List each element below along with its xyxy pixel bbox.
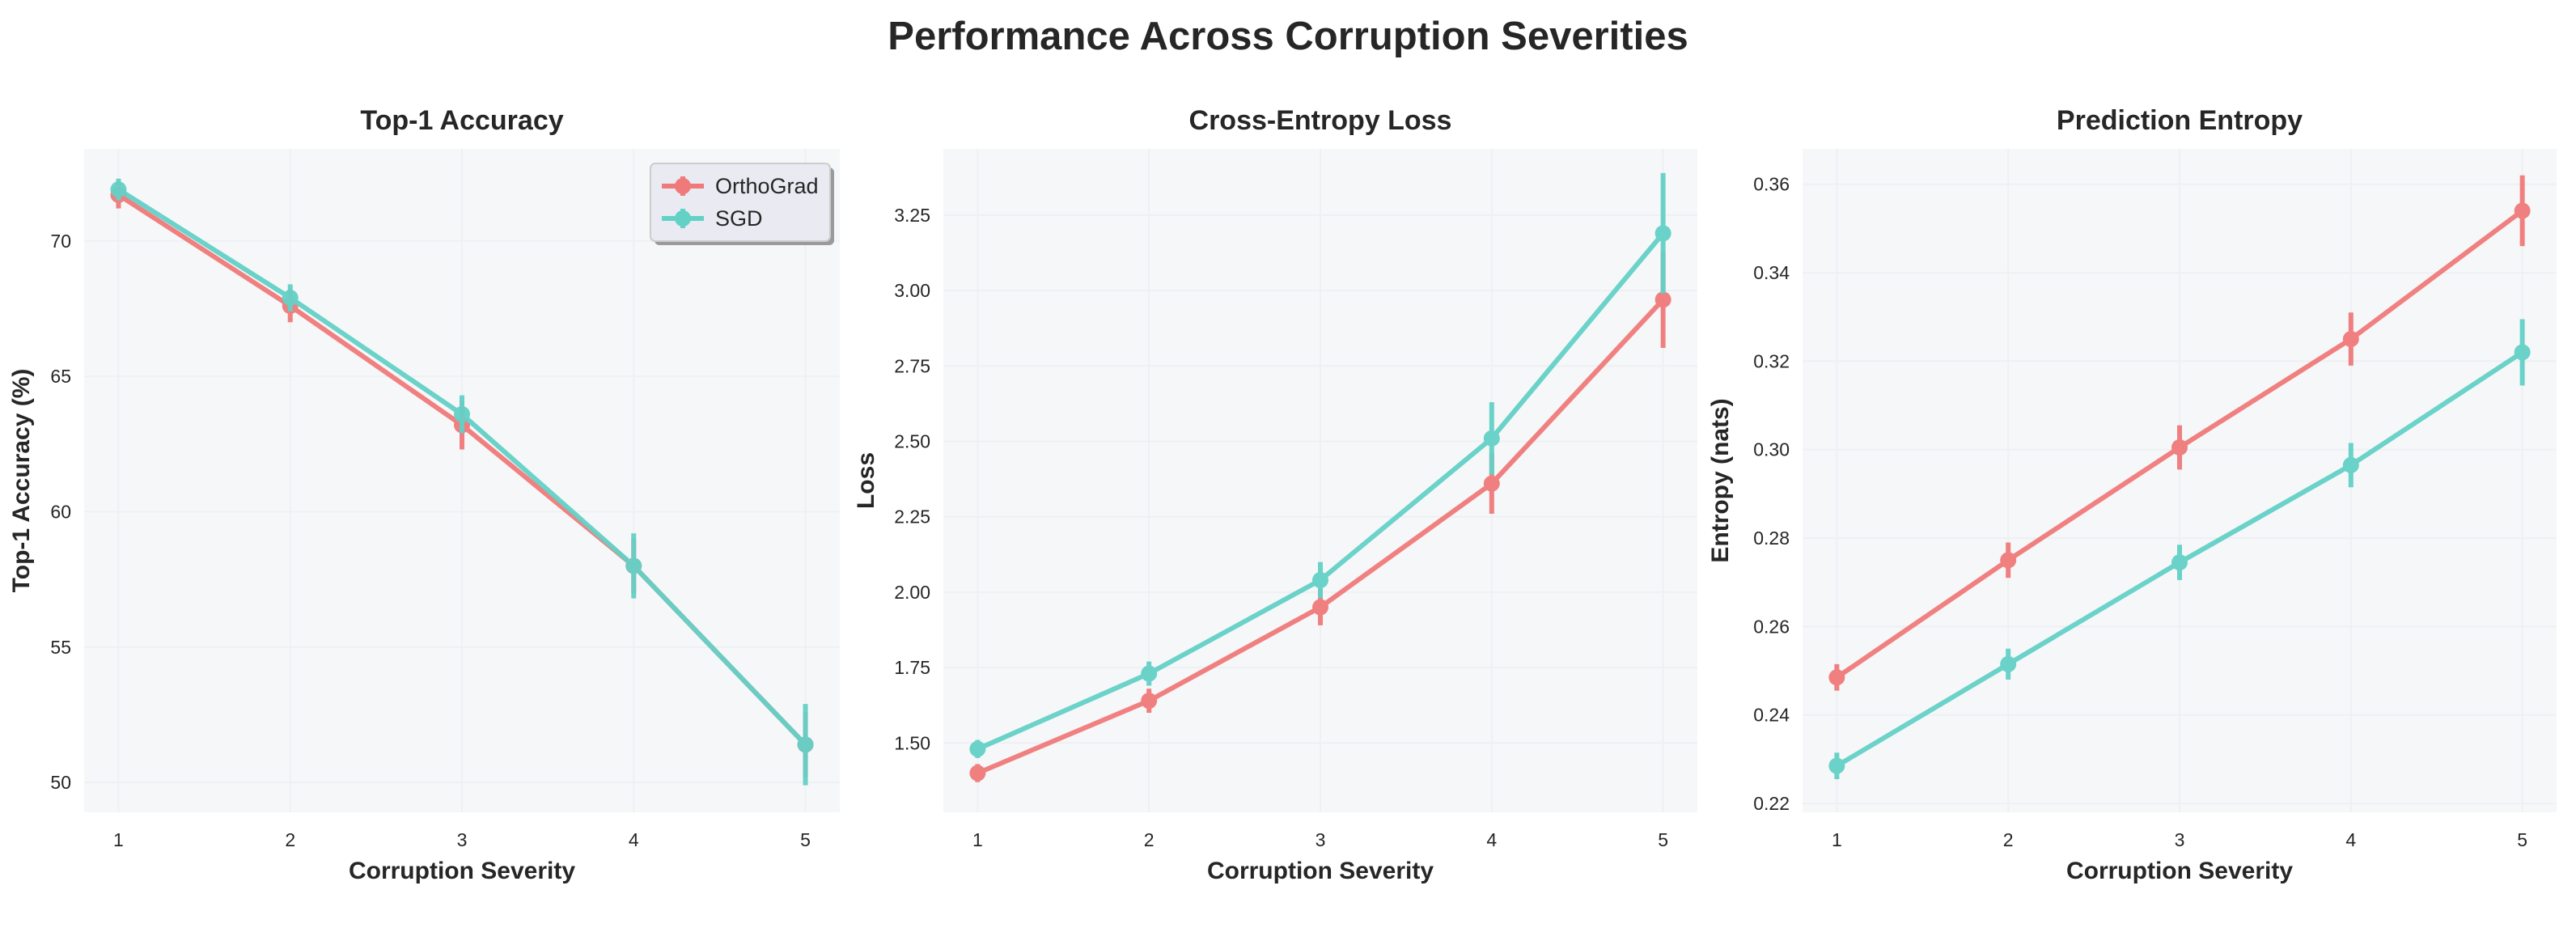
legend-marker [675,178,691,194]
y-tick-label: 0.24 [1753,705,1790,726]
y-tick-label: 65 [50,366,71,387]
legend-entry-sgd: SGD [662,206,763,231]
data-point [969,740,986,757]
data-point [1483,430,1500,447]
y-tick-label: 3.00 [894,280,930,301]
data-point [797,736,814,753]
data-point [454,406,470,422]
legend-marker [675,210,691,227]
x-tick-label: 1 [113,829,124,850]
x-tick-label: 4 [2345,829,2356,850]
x-tick-label: 1 [1832,829,1842,850]
data-point [625,557,642,574]
data-point [2342,456,2359,473]
data-point [1654,291,1671,308]
y-tick-label: 0.32 [1753,350,1790,371]
data-point [2171,439,2188,456]
data-point [282,290,299,307]
x-axis-label: Corruption Severity [1207,858,1434,884]
x-axis-label: Corruption Severity [2066,858,2293,884]
data-point [2171,554,2188,571]
data-point [1483,475,1500,492]
y-tick-label: 0.34 [1753,262,1790,283]
y-tick-label: 0.30 [1753,439,1790,460]
x-tick-label: 4 [629,829,639,850]
y-tick-label: 2.25 [894,506,930,528]
data-point [1141,693,1158,710]
x-tick-label: 3 [2175,829,2185,850]
y-tick-label: 1.75 [894,657,930,678]
data-point [969,765,986,782]
x-tick-label: 2 [1144,829,1155,850]
data-point [1141,665,1158,682]
y-tick-label: 60 [50,501,71,522]
legend-entry-orthograd: OrthoGrad [662,174,819,198]
y-tick-label: 0.26 [1753,616,1790,637]
x-tick-label: 1 [972,829,983,850]
data-point [2000,655,2017,672]
y-axis-label: Loss [853,452,879,509]
series-sgd [1828,319,2531,779]
legend-box [650,163,831,242]
legend: OrthoGrad SGD [650,163,834,245]
panel-title: Prediction Entropy [2057,105,2303,136]
data-point [2514,344,2531,361]
series-sgd [969,172,1671,758]
y-tick-label: 0.28 [1753,528,1790,549]
series-sgd [110,178,814,786]
data-point [2514,202,2531,219]
y-tick-label: 50 [50,772,71,793]
y-tick-label: 2.00 [894,582,930,603]
y-tick-label: 55 [50,637,71,658]
x-tick-label: 2 [2003,829,2014,850]
x-tick-label: 5 [800,829,811,850]
y-tick-label: 2.50 [894,431,930,452]
panel-2: Cross-Entropy Loss 1 2 3 4 5 Corruption Severi… [853,105,1697,884]
data-point [1312,572,1328,588]
x-tick-label: 3 [1316,829,1326,850]
legend-label: SGD [715,206,763,231]
y-axis-label: Top-1 Accuracy (%) [8,369,35,593]
data-point [1312,599,1328,616]
y-tick-label: 3.25 [894,205,930,226]
data-point [2000,552,2017,569]
data-point [2342,331,2359,348]
panel-title: Cross-Entropy Loss [1189,105,1452,136]
x-tick-label: 2 [285,829,295,850]
y-axis-label: Entropy (nats) [1707,398,1734,562]
figure-title: Performance Across Corruption Severities [888,15,1688,58]
data-point [110,181,127,198]
x-tick-label: 5 [1658,829,1668,850]
y-tick-label: 70 [50,231,71,252]
y-tick-label: 1.50 [894,732,930,753]
y-tick-label: 0.22 [1753,793,1790,814]
data-point [1828,669,1845,686]
data-point [1828,757,1845,774]
x-tick-label: 5 [2517,829,2527,850]
legend-label: OrthoGrad [715,174,819,198]
x-tick-label: 4 [1486,829,1497,850]
panel-3: Prediction Entropy 1 2 3 4 5 Corruption Severi… [1707,105,2557,884]
data-point [1654,225,1671,242]
y-tick-label: 0.36 [1753,174,1790,195]
y-tick-label: 2.75 [894,355,930,376]
panel-title: Top-1 Accuracy [360,105,563,136]
series-orthograd [1828,175,2531,691]
x-axis-label: Corruption Severity [349,858,575,884]
x-tick-label: 3 [457,829,468,850]
panel-1: Top-1 Accuracy 1 2 3 4 5 Corruption Severity 50… [8,105,840,884]
